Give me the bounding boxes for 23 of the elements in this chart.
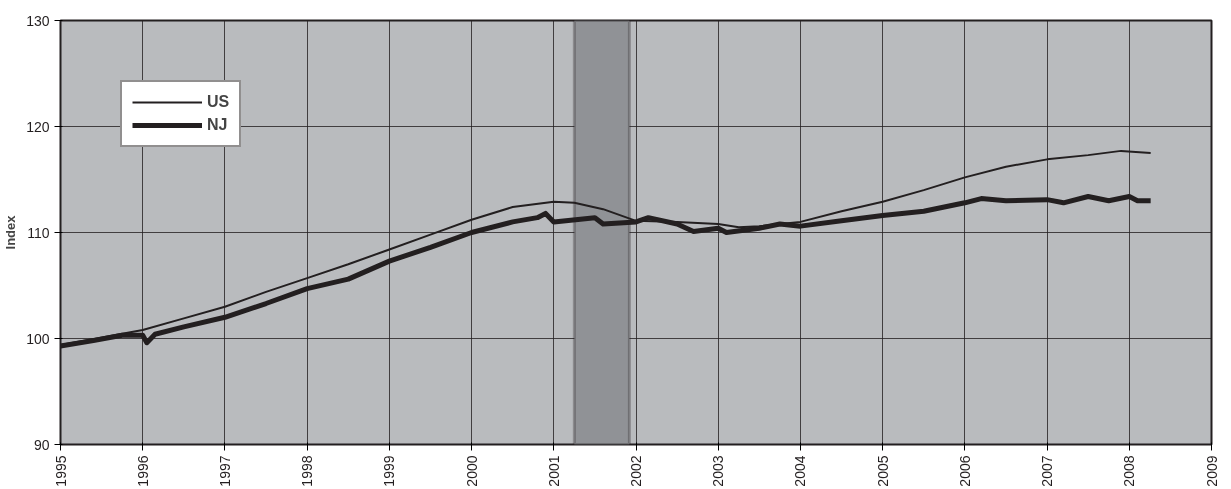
x-tick-label: 1995 [52,455,69,487]
x-tick-label: 2005 [874,455,891,487]
legend-label: US [207,93,230,111]
x-tick-label: 2004 [792,455,809,487]
legend-label: NJ [207,116,228,134]
x-tick-label: 2008 [1121,455,1138,487]
x-tick-label: 2007 [1039,455,1056,487]
y-tick-label: 130 [26,12,50,29]
x-tick-label: 2002 [628,455,644,487]
y-axis-title: Index [3,214,19,250]
x-tick-label: 1997 [216,455,233,487]
x-tick-label: 2009 [1203,455,1220,487]
x-tick-label: 2000 [463,455,480,487]
y-tick-label: 100 [26,330,50,347]
x-tick-label: 2001 [545,455,562,487]
x-tick-label: 2006 [956,455,973,487]
x-tick-label: 1996 [134,455,151,487]
y-tick-label: 110 [27,224,50,241]
y-tick-label: 120 [26,118,50,135]
x-tick-label: 2003 [710,455,727,487]
x-tick-label: 1998 [299,455,316,487]
x-tick-label: 1999 [381,455,398,487]
y-tick-label: 90 [33,436,50,453]
